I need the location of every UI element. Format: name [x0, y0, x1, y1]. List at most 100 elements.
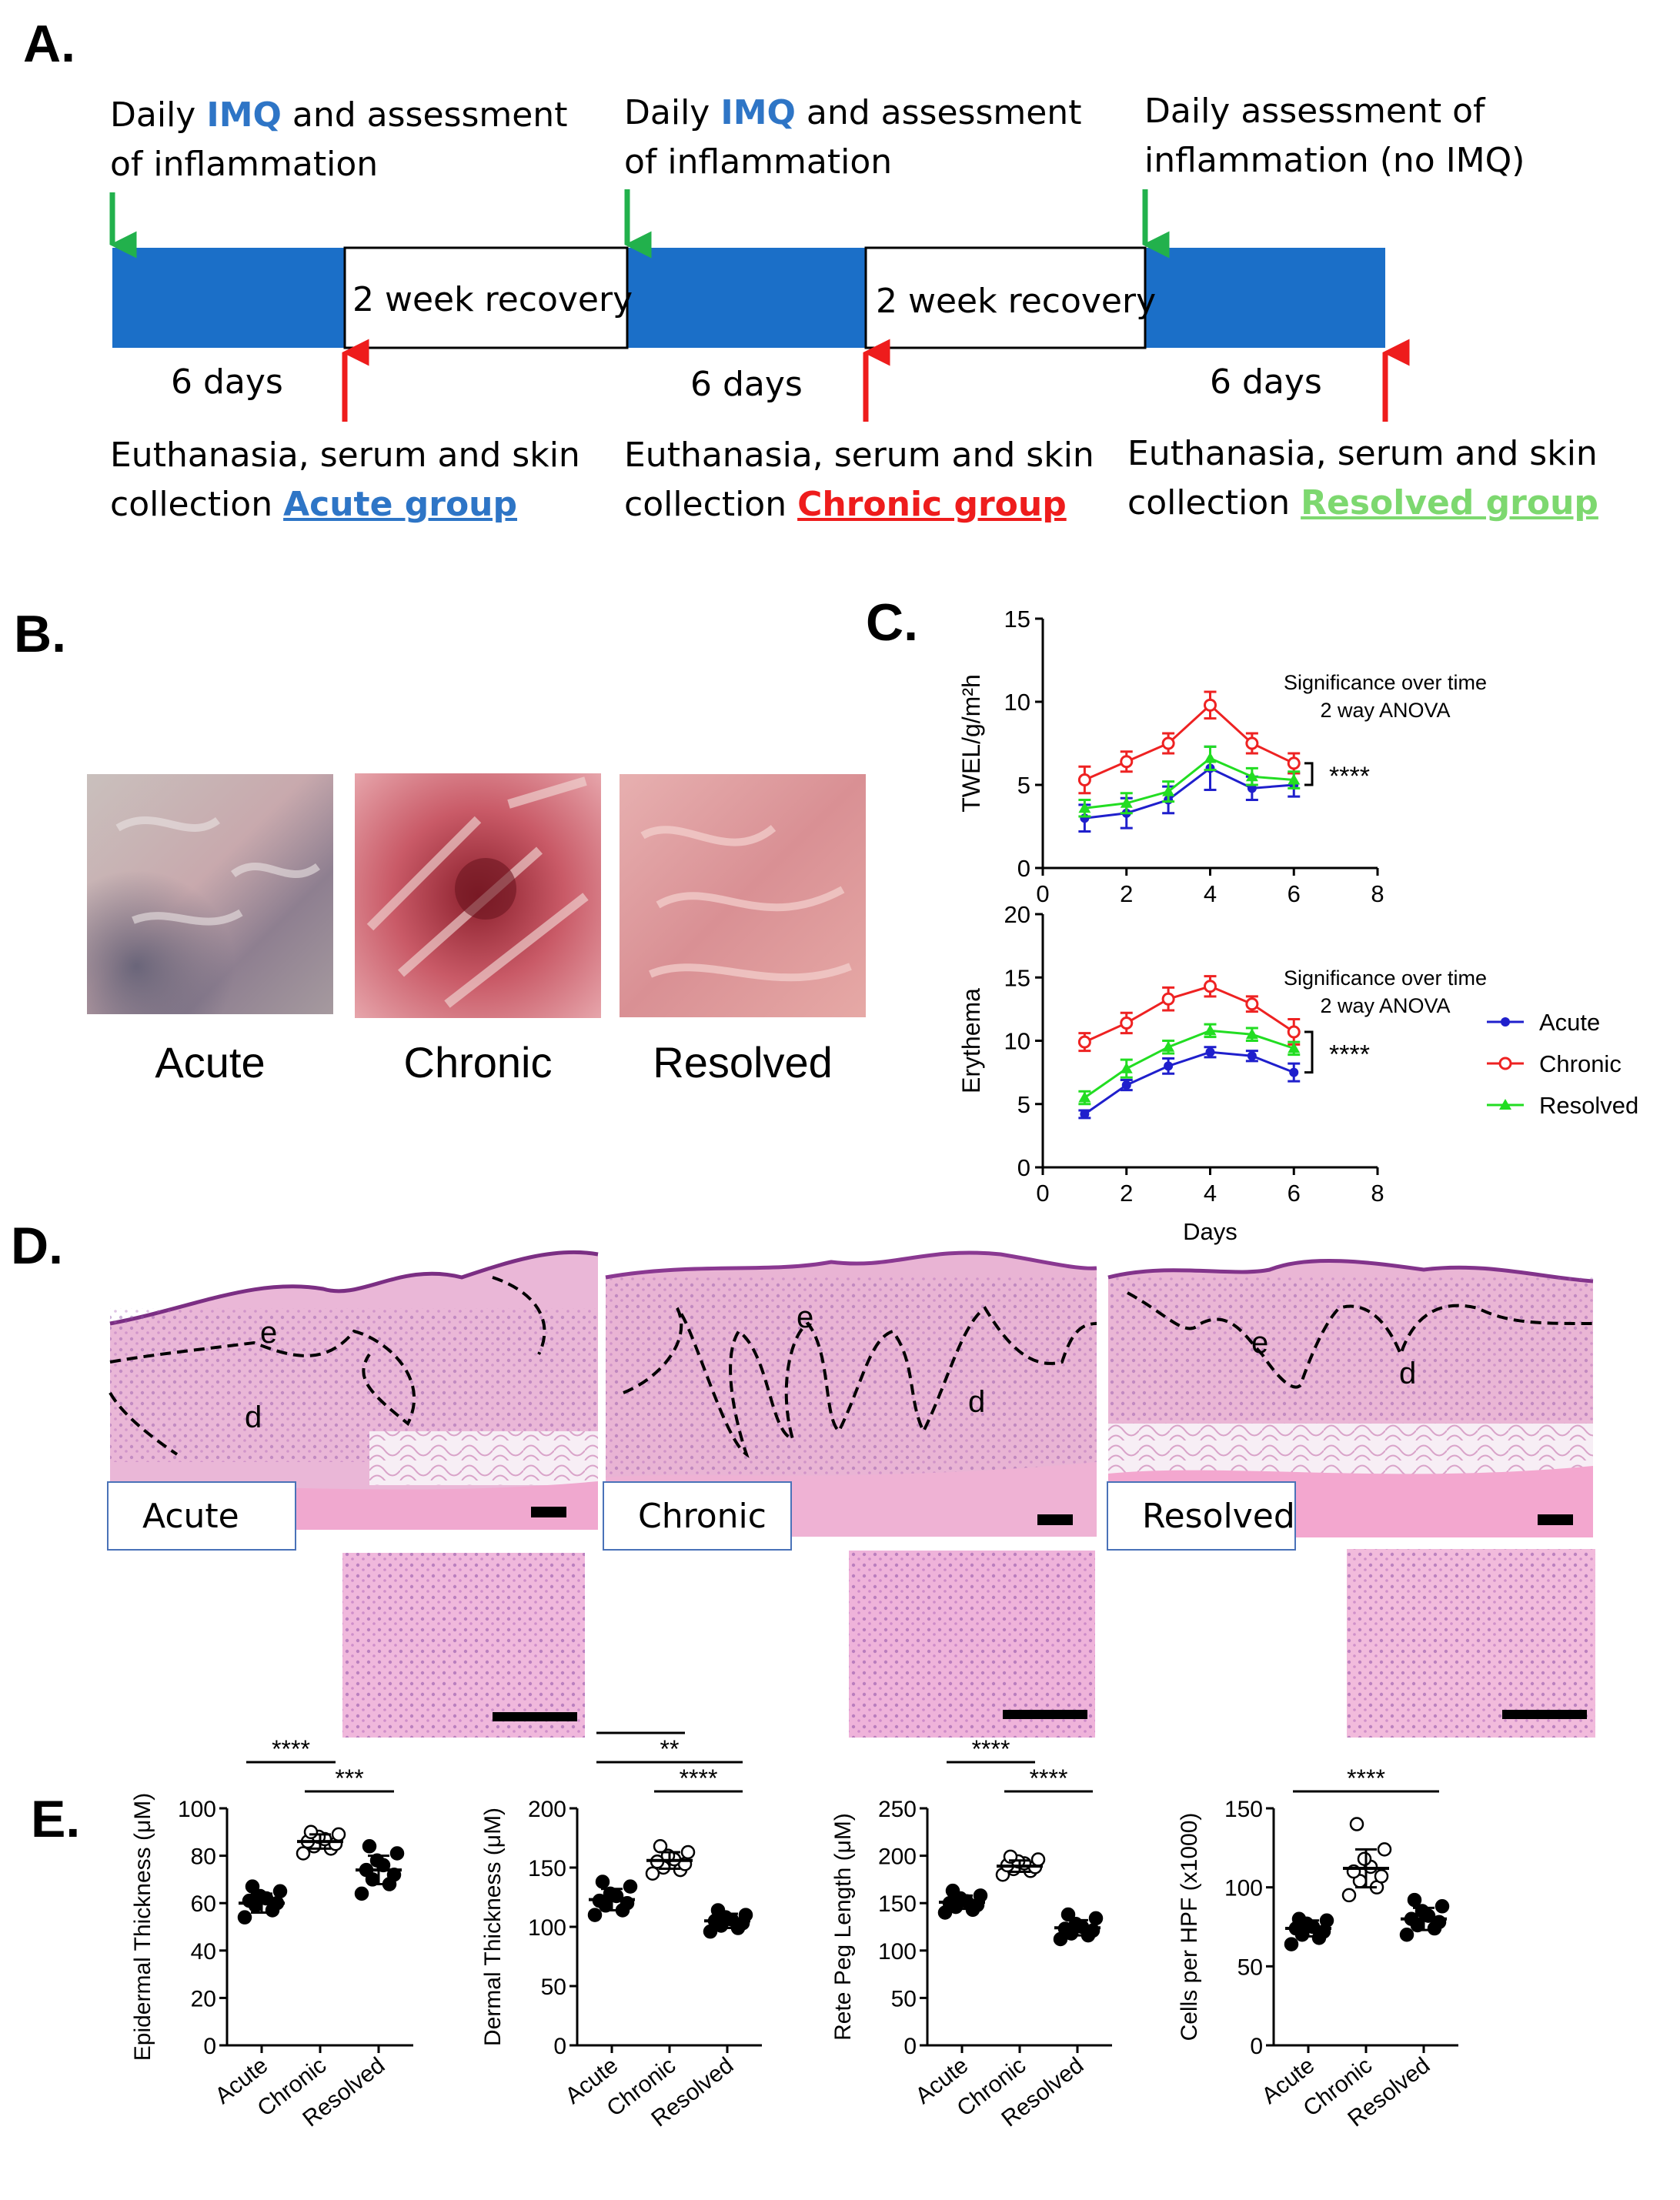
data-point-acute	[945, 1883, 960, 1898]
data-point-resolved	[1088, 1911, 1104, 1926]
epidermis-label: e	[1251, 1326, 1268, 1360]
significance-annotation: 2 way ANOVA	[1320, 994, 1450, 1017]
panel-label-e: E.	[31, 1790, 81, 1848]
data-point-resolved	[1120, 1062, 1133, 1073]
data-point-chronic	[1161, 736, 1175, 750]
imq-label: IMQ	[206, 95, 282, 135]
legend-marker-acute	[1501, 1017, 1510, 1027]
y-tick-label: 50	[891, 1986, 917, 2011]
panel-label-d: D.	[11, 1217, 63, 1275]
data-point-acute	[1205, 1047, 1215, 1057]
inset-acute	[342, 1553, 585, 1738]
legend-label-acute: Acute	[1539, 1009, 1600, 1036]
y-tick-label: 0	[553, 2034, 566, 2059]
data-point-chronic	[653, 1839, 668, 1854]
data-point-chronic	[645, 1866, 660, 1881]
x-tick-label: 4	[1204, 880, 1217, 907]
phase3-text-2: inflammation (no IMQ)	[1144, 141, 1525, 180]
y-axis-label: TWEL/g/m²h	[957, 674, 985, 813]
y-tick-label: 40	[191, 1939, 216, 1965]
endpoint-label-2: Euthanasia, serum and skin collection Ch…	[624, 431, 1094, 529]
data-point-chronic	[1204, 698, 1217, 712]
endpoint-text-2: collection	[110, 485, 284, 524]
data-point-chronic	[303, 1824, 319, 1840]
series-line-chronic	[1084, 985, 1295, 1043]
phase1-text: Daily	[110, 95, 207, 135]
data-point-acute	[1080, 1109, 1090, 1119]
y-tick-label: 100	[178, 1797, 216, 1822]
photo-label-chronic: Chronic	[403, 1038, 553, 1087]
x-tick-label: 0	[1036, 1180, 1049, 1207]
data-point-resolved	[1060, 1907, 1076, 1922]
data-point-chronic	[680, 1844, 696, 1860]
x-tick-label: 2	[1120, 880, 1133, 907]
panel-label-a: A.	[23, 15, 75, 73]
x-tick-label: 4	[1204, 1180, 1217, 1207]
significance-stars: ****	[1347, 1764, 1385, 1792]
data-point-resolved	[1162, 1040, 1175, 1052]
significance-stars: ****	[972, 1735, 1010, 1763]
epidermis-label: e	[260, 1316, 277, 1350]
y-axis-label: Erythema	[957, 988, 985, 1093]
data-point-resolved	[1399, 1928, 1414, 1942]
data-point-chronic	[1287, 1025, 1301, 1039]
x-tick-label: 2	[1120, 1180, 1133, 1207]
phase1-text-3: of inflammation	[110, 145, 379, 184]
legend-label-chronic: Chronic	[1539, 1050, 1622, 1077]
series-line-resolved	[1084, 1029, 1294, 1099]
significance-stars: ****	[622, 1731, 660, 1734]
y-tick-label: 50	[541, 1975, 566, 2000]
y-tick-label: 150	[1224, 1797, 1263, 1822]
data-point-resolved	[362, 1839, 377, 1854]
data-point-resolved	[1245, 1028, 1258, 1040]
y-tick-label: 100	[528, 1915, 566, 1941]
acute-group-label: Acute group	[283, 485, 517, 524]
y-tick-label: 0	[903, 2034, 917, 2059]
data-point-resolved	[1245, 770, 1258, 782]
significance-annotation: 2 way ANOVA	[1320, 699, 1450, 722]
data-point-acute	[237, 1910, 252, 1925]
y-tick-label: 80	[191, 1844, 216, 1870]
significance-stars: ****	[1030, 1764, 1068, 1792]
data-point-resolved	[738, 1908, 753, 1922]
duration-label-3: 6 days	[1210, 362, 1322, 402]
y-tick-label: 0	[1250, 2034, 1263, 2059]
y-tick-label: 5	[1017, 772, 1030, 799]
duration-label-1: 6 days	[171, 362, 283, 402]
recovery-label-2: 2 week recovery	[876, 282, 1157, 321]
y-tick-label: 150	[878, 1891, 917, 1917]
data-point-chronic	[1377, 1842, 1392, 1857]
data-point-chronic	[1374, 1869, 1389, 1884]
series-line-chronic	[1084, 703, 1294, 781]
x-tick-label: 8	[1371, 880, 1384, 907]
y-tick-label: 0	[1017, 1154, 1030, 1181]
y-tick-label: 150	[528, 1856, 566, 1881]
data-point-resolved	[1078, 1091, 1091, 1103]
data-point-chronic	[1245, 997, 1259, 1011]
legend-label-resolved: Resolved	[1539, 1092, 1638, 1119]
significance-annotation: Significance over time	[1284, 671, 1487, 694]
legend-marker-chronic	[1498, 1057, 1512, 1070]
y-tick-label: 60	[191, 1891, 216, 1917]
y-tick-label: 100	[878, 1939, 917, 1965]
panel-label-c: C.	[866, 593, 918, 652]
imq-label: IMQ	[720, 93, 796, 132]
data-point-acute	[272, 1884, 288, 1899]
phase1-label: Daily IMQ and assessment of inflammation	[110, 91, 567, 189]
phase1-text-2: and assessment	[281, 95, 568, 135]
recovery-box-1	[343, 246, 629, 349]
data-point-acute	[1121, 1080, 1131, 1090]
phase3-label: Daily assessment of inflammation (no IMQ…	[1144, 87, 1525, 185]
photo-chronic	[355, 773, 601, 1018]
significance-bracket	[1304, 762, 1314, 786]
panel-label-b: B.	[14, 605, 66, 663]
data-point-acute	[1247, 1051, 1257, 1061]
data-point-chronic	[1287, 756, 1301, 770]
phase2-label: Daily IMQ and assessment of inflammation	[624, 88, 1081, 187]
data-point-chronic	[1341, 1888, 1357, 1903]
y-tick-label: 20	[191, 1986, 216, 2011]
line-charts-c: 0 5 10 15 0 2 4 6 8 TWEL/g/m²h Significance over t…	[957, 606, 1638, 1245]
x-tick-label: 8	[1371, 1180, 1384, 1207]
data-point-acute	[1284, 1937, 1299, 1951]
data-point-chronic	[1245, 736, 1259, 750]
